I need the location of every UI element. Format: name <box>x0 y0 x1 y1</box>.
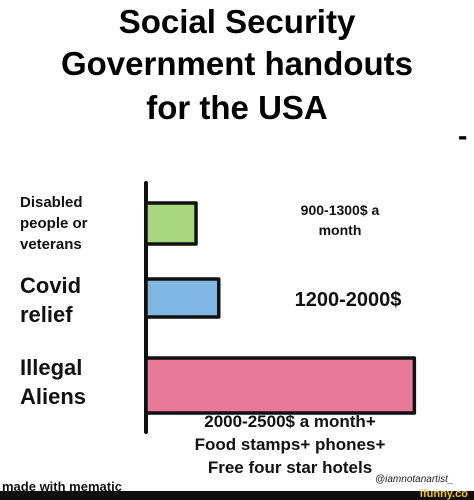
bar-3 <box>144 356 417 415</box>
bar-2 <box>144 277 221 319</box>
category-label-line: relief <box>20 302 73 327</box>
value-label-1: 900-1300$ a month <box>210 200 470 240</box>
mematic-watermark: made with mematic <box>2 479 122 494</box>
category-label-line: Disabled <box>20 194 83 211</box>
ifunny-banner: ifunny.co <box>0 488 474 500</box>
category-label-3: Illegal Aliens <box>20 353 140 411</box>
category-label-line: Covid <box>20 273 82 298</box>
artist-signature: @iamnotanartist_ <box>375 474 454 485</box>
bars-group <box>144 201 417 415</box>
bar-1 <box>144 201 198 246</box>
category-label-line: Aliens <box>20 384 87 409</box>
title-line-2: Government handouts <box>60 45 414 82</box>
ifunny-logo: ifunny.co <box>419 488 468 500</box>
stray-mark: - <box>458 120 468 151</box>
value-label-line: 900-1300$ a <box>300 202 380 218</box>
category-label-2: Covid relief <box>20 271 140 329</box>
category-label-line: veterans <box>20 236 82 253</box>
value-label-line: Food stamps+ phones+ <box>194 435 386 454</box>
value-label-3: 2000-2500$ a month+ Food stamps+ phones+ F… <box>160 410 420 479</box>
title-line-1: Social Security <box>118 3 356 40</box>
value-label-line: 1200-2000$ <box>294 289 402 311</box>
value-label-line: 2000-2500$ a month+ <box>204 412 376 431</box>
value-label-line: Free four star hotels <box>207 458 373 477</box>
value-label-line: month <box>318 222 362 238</box>
value-label-2: 1200-2000$ <box>218 288 474 312</box>
category-label-1: Disabled people or veterans <box>20 192 140 255</box>
category-label-line: Illegal <box>20 355 83 380</box>
category-label-line: people or <box>20 215 88 232</box>
title-line-3: for the USA <box>146 89 328 126</box>
